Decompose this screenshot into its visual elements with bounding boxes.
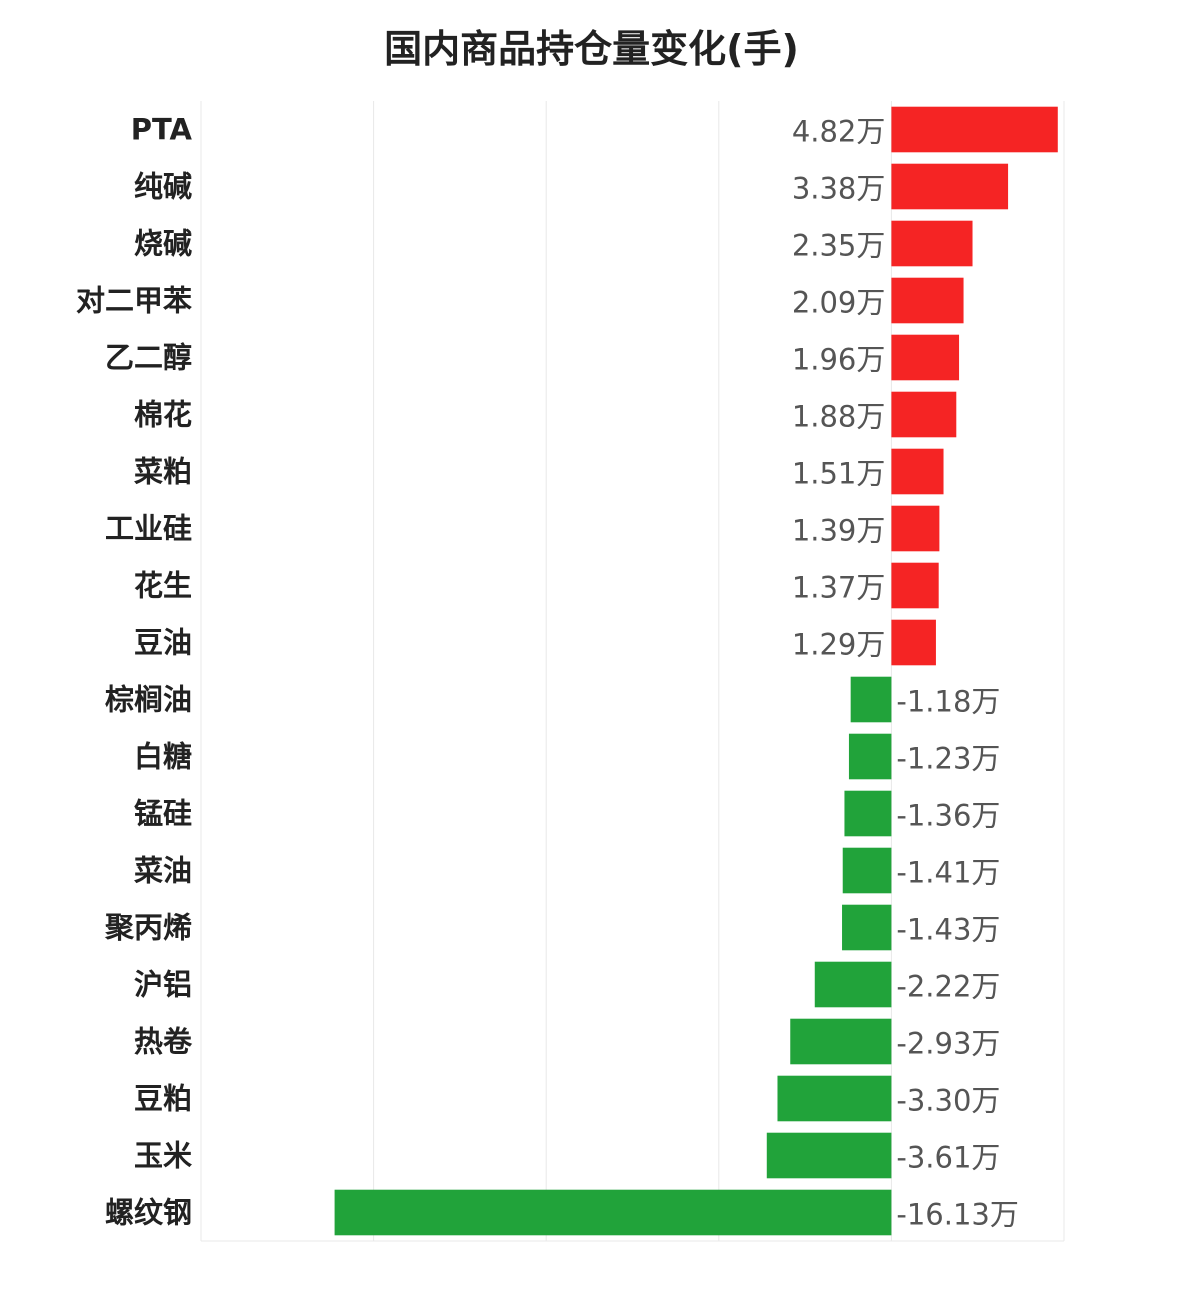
category-label: 对二甲苯 xyxy=(76,284,192,318)
value-label: -3.61万 xyxy=(896,1141,1000,1175)
bar-6 xyxy=(891,391,957,438)
category-label: 热卷 xyxy=(134,1025,193,1059)
bar-3 xyxy=(891,220,973,267)
value-label: -1.23万 xyxy=(896,742,1000,776)
value-label: -1.43万 xyxy=(896,913,1000,947)
value-label: 4.82万 xyxy=(792,115,886,149)
category-label: 乙二醇 xyxy=(105,341,192,375)
category-label: 工业硅 xyxy=(105,512,192,546)
bar-11 xyxy=(850,676,892,723)
bars xyxy=(334,106,1058,1236)
category-label: 棉花 xyxy=(134,398,192,432)
value-label: -1.41万 xyxy=(896,856,1000,890)
bar-17 xyxy=(790,1018,892,1065)
bar-16 xyxy=(814,961,892,1008)
value-label: 2.35万 xyxy=(792,229,886,263)
value-label: 1.39万 xyxy=(792,514,886,548)
bar-14 xyxy=(842,847,892,894)
category-label: 螺纹钢 xyxy=(105,1196,192,1230)
bar-18 xyxy=(777,1075,892,1122)
value-label: 1.51万 xyxy=(792,457,886,491)
category-label: 白糖 xyxy=(134,740,192,774)
value-label: -1.36万 xyxy=(896,799,1000,833)
bar-5 xyxy=(891,334,960,381)
value-label: -2.22万 xyxy=(896,970,1000,1004)
category-label: 锰硅 xyxy=(134,797,192,831)
value-label: 1.96万 xyxy=(792,343,886,377)
category-label: 菜油 xyxy=(134,854,192,888)
category-label: 豆油 xyxy=(134,626,192,660)
category-label: 花生 xyxy=(134,569,192,603)
category-label: 纯碱 xyxy=(134,170,192,204)
value-label: 2.09万 xyxy=(792,286,886,320)
grid-lines xyxy=(200,101,1065,1242)
bar-20 xyxy=(334,1189,892,1236)
value-label: 1.37万 xyxy=(792,571,886,605)
value-labels: 4.82万 3.38万 2.35万 2.09万 1.96万 1.88万 1.51万 1.39万… xyxy=(792,115,1019,1232)
category-label: 豆粕 xyxy=(134,1082,192,1116)
value-label: -1.18万 xyxy=(896,685,1000,719)
bar-4 xyxy=(891,277,964,324)
bar-2 xyxy=(891,163,1009,210)
value-label: 1.29万 xyxy=(792,628,886,662)
value-label: 1.88万 xyxy=(792,400,886,434)
category-label: 聚丙烯 xyxy=(104,911,192,945)
value-label: 3.38万 xyxy=(792,172,886,206)
bar-10 xyxy=(891,619,936,666)
category-label: 烧碱 xyxy=(134,227,192,261)
value-label: -3.30万 xyxy=(896,1084,1000,1118)
bar-13 xyxy=(844,790,892,837)
category-labels: PTA 纯碱烧碱对二甲苯乙二醇棉花菜粕工业硅花生豆油棕榈油白糖锰硅菜油聚丙烯沪铝热… xyxy=(76,113,193,1230)
bar-7 xyxy=(891,448,944,495)
value-label: -2.93万 xyxy=(896,1027,1000,1061)
bar-15 xyxy=(842,904,892,951)
bar-12 xyxy=(848,733,892,780)
bar-19 xyxy=(766,1132,892,1179)
value-label: -16.13万 xyxy=(896,1198,1019,1232)
category-label: 沪铝 xyxy=(134,968,192,1002)
chart-title: 国内商品持仓量变化(手) xyxy=(384,27,799,71)
bar-8 xyxy=(891,505,940,552)
category-label: 棕榈油 xyxy=(105,683,192,717)
category-label: PTA xyxy=(131,113,193,147)
bar-9 xyxy=(891,562,939,609)
bar-1 xyxy=(891,106,1058,153)
category-label: 菜粕 xyxy=(134,455,192,489)
category-label: 玉米 xyxy=(134,1139,192,1173)
